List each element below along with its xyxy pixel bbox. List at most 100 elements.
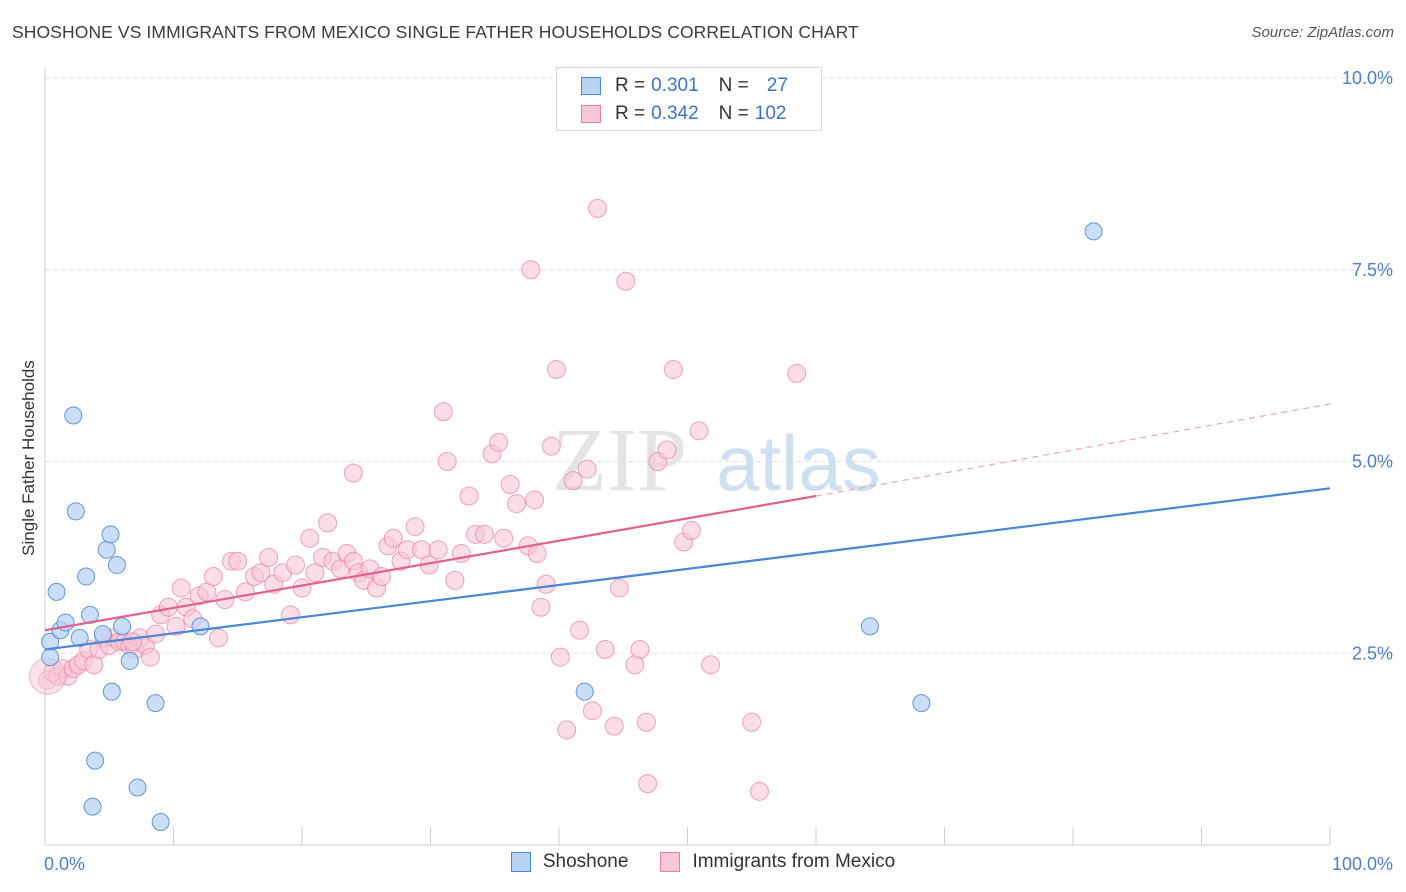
data-point-mexico [531, 597, 551, 617]
data-point-mexico [459, 486, 479, 506]
data-point-mexico [588, 198, 608, 218]
data-point-mexico [742, 712, 762, 732]
data-point-mexico [616, 271, 636, 291]
data-point-shoshone [1084, 222, 1103, 241]
data-point-mexico [638, 774, 658, 794]
data-point-mexico [251, 563, 271, 583]
x-tick-label: 0.0% [44, 854, 85, 874]
data-point-shoshone [128, 778, 147, 797]
data-point-mexico [433, 402, 453, 422]
data-point-mexico [428, 540, 448, 560]
y-tick-label: 2.5% [1352, 643, 1393, 663]
data-point-mexico [657, 440, 677, 460]
data-point-mexico [536, 574, 556, 594]
data-point-mexico [663, 359, 683, 379]
data-point-shoshone [47, 582, 66, 601]
data-point-mexico [604, 716, 624, 736]
data-point-mexico [445, 570, 465, 590]
data-point-mexico [500, 475, 520, 495]
legend-row-mexico: R = 0.342 N = 102 [581, 102, 786, 126]
data-point-mexico [343, 463, 363, 483]
data-point-mexico [563, 471, 583, 491]
data-point-mexico [689, 421, 709, 441]
data-point-mexico [630, 639, 650, 659]
data-point-mexico [550, 647, 570, 667]
data-point-shoshone [146, 694, 165, 713]
data-point-shoshone [860, 617, 879, 636]
y-tick-label: 10.0% [1342, 68, 1393, 88]
data-point-shoshone [191, 617, 210, 636]
data-point-mexico [405, 517, 425, 537]
data-point-mexico [474, 524, 494, 544]
data-point-shoshone [101, 525, 120, 544]
data-point-mexico [557, 720, 577, 740]
data-point-shoshone [113, 617, 132, 636]
data-point-shoshone [83, 797, 102, 816]
data-point-mexico [507, 494, 527, 514]
data-point-mexico [305, 563, 325, 583]
x-tick-label: 100.0% [1332, 854, 1393, 874]
data-point-mexico [609, 578, 629, 598]
data-point-mexico [166, 616, 186, 636]
data-point-mexico [259, 547, 279, 567]
data-point-mexico [494, 528, 514, 548]
data-point-mexico [140, 647, 160, 667]
legend-r-label: R = [615, 103, 646, 124]
data-point-shoshone [102, 682, 121, 701]
data-point-mexico [286, 555, 306, 575]
tick-labels: 2.5% 5.0% 7.5% 10.0% 0.0% 100.0% [44, 68, 1393, 874]
data-point-mexico [541, 436, 561, 456]
y-tick-label: 5.0% [1352, 452, 1393, 472]
legend: R = 0.301 N = 27 R = 0.342 N = 102 [556, 67, 822, 131]
data-point-shoshone [41, 648, 60, 667]
data-point-mexico [489, 432, 509, 452]
data-point-mexico [437, 452, 457, 471]
legend-n-value: 27 [766, 75, 788, 96]
chart-title: SHOSHONE VS IMMIGRANTS FROM MEXICO SINGL… [12, 22, 859, 42]
trend-lines [44, 403, 1331, 651]
data-point-mexico [122, 632, 142, 652]
data-point-mexico [521, 260, 541, 280]
chart-source: Source: ZipAtlas.com [1251, 24, 1394, 41]
data-point-shoshone [575, 682, 594, 701]
data-point-mexico [577, 459, 597, 479]
data-point-mexico [292, 578, 312, 598]
legend-n-label: N = [718, 103, 749, 124]
legend-row-shoshone: R = 0.301 N = 27 [581, 74, 788, 98]
data-point-mexico [383, 528, 403, 548]
data-point-shoshone [66, 502, 85, 521]
watermark: ZIP atlas [552, 411, 881, 510]
legend-r-label: R = [615, 75, 646, 96]
bottom-legend-shoshone: Shoshone [510, 851, 628, 873]
trend-line-mexico-extension [815, 403, 1331, 497]
data-point-shoshone [107, 556, 126, 575]
data-point-mexico [701, 655, 721, 675]
data-point-mexico [582, 701, 602, 721]
watermark-atlas: atlas [716, 419, 881, 507]
data-point-shoshone [93, 625, 112, 644]
data-point-shoshone [86, 751, 105, 770]
axes [44, 68, 1331, 846]
legend-r-value: 0.342 [651, 103, 699, 124]
legend-n-label: N = [718, 75, 749, 96]
legend-r-value: 0.301 [651, 75, 699, 96]
data-point-mexico [318, 513, 338, 533]
data-point-mexico [280, 605, 300, 625]
trend-line-shoshone [44, 487, 1331, 651]
series-immigrants-from-mexico [29, 198, 807, 801]
legend-swatch-pink [581, 105, 601, 123]
data-point-shoshone [912, 694, 931, 713]
data-point-shoshone [64, 406, 83, 425]
trend-line-mexico [44, 494, 817, 632]
series-shoshone [41, 222, 1103, 831]
y-axis-label: Single Father Households [19, 360, 38, 556]
data-point-mexico [787, 363, 807, 383]
bottom-legend-swatch-blue [510, 852, 531, 872]
legend-swatch-blue [581, 77, 601, 95]
data-point-mexico [681, 521, 701, 541]
y-tick-label: 7.5% [1352, 260, 1393, 280]
data-point-mexico [208, 628, 228, 648]
data-point-mexico [527, 544, 547, 564]
grid-lines [45, 77, 1392, 654]
